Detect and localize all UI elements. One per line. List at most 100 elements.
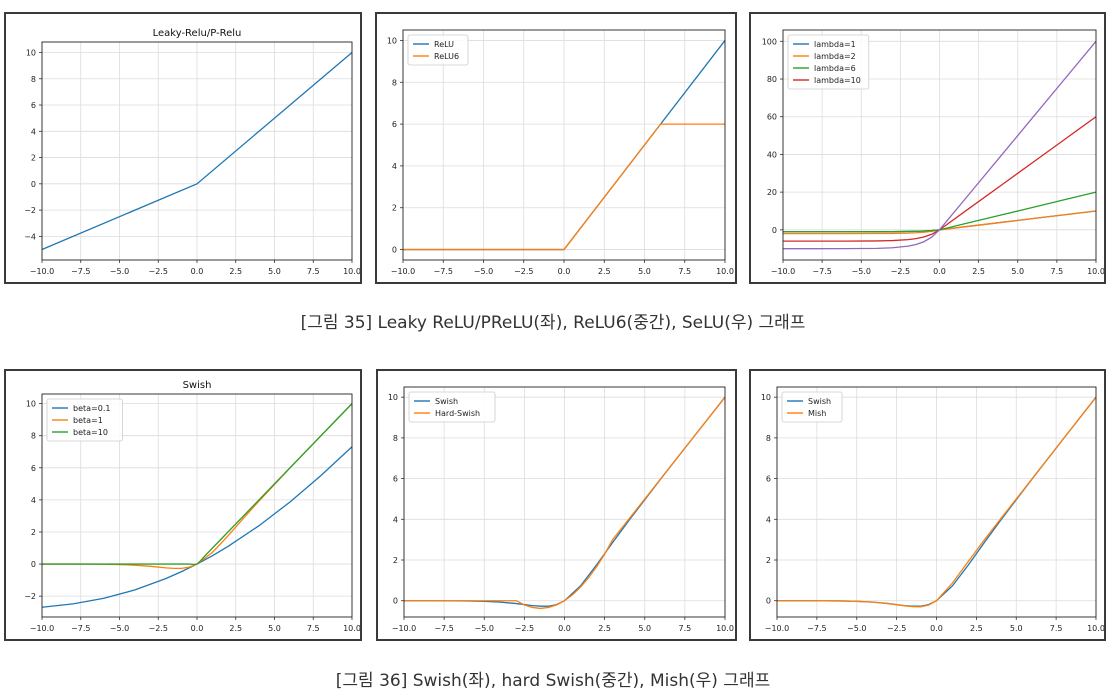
y-tick-label: 60 — [767, 113, 777, 122]
y-tick-label: 8 — [766, 434, 771, 443]
x-tick-label: 2.5 — [598, 267, 611, 276]
x-tick-label: −5.0 — [475, 624, 494, 633]
x-tick-label: 10.0 — [1087, 267, 1104, 276]
x-tick-label: 2.5 — [598, 624, 611, 633]
legend-box — [46, 398, 123, 442]
x-tick-label: 10.0 — [343, 624, 360, 633]
y-tick-label: 6 — [393, 475, 398, 484]
x-tick-label: 0.0 — [930, 624, 943, 633]
x-tick-label: 7.5 — [307, 267, 320, 276]
x-tick-label: −5.0 — [852, 267, 871, 276]
leaky-relu-chart-svg: −10.0 −7.5 −5.0 −2.5 0.0 2.5 5.0 7.5 10.0 −4 −2 0 2 4… — [24, 28, 360, 276]
y-tick-label: 0 — [31, 560, 36, 569]
legend-label: lambda=6 — [814, 64, 856, 73]
x-tick-label: 5.0 — [638, 267, 651, 276]
x-tick-label: −7.5 — [434, 624, 453, 633]
x-tick-label: 7.5 — [307, 624, 320, 633]
y-tick-label: 6 — [766, 475, 771, 484]
figure-36-caption: [그림 36] Swish(좌), hard Swish(중간), Mish(우… — [335, 671, 771, 691]
y-tick-label: 8 — [393, 434, 398, 443]
legend-box — [408, 391, 496, 423]
legend-label: ReLU — [434, 40, 454, 49]
series-line — [783, 191, 1097, 233]
x-tick-label: 2.5 — [229, 267, 242, 276]
plot-frame — [403, 386, 726, 618]
series-line — [42, 403, 353, 566]
y-tick-label: 100 — [762, 37, 777, 46]
x-tick-label: 5.0 — [638, 624, 651, 633]
x-tick-label: −7.5 — [434, 267, 453, 276]
y-tick-label: 2 — [766, 556, 771, 565]
figure-35-caption: [그림 35] Leaky ReLU/PReLU(좌), ReLU6(중간), … — [300, 313, 806, 333]
legend-label: Swish — [808, 397, 831, 406]
y-tick-label: 8 — [392, 78, 397, 87]
x-tick-label: −2.5 — [891, 267, 910, 276]
series-line — [783, 116, 1097, 242]
x-tick-label: 2.5 — [970, 624, 983, 633]
x-tick-label: 2.5 — [229, 624, 242, 633]
y-tick-label: 0 — [766, 597, 771, 606]
x-tick-label: −7.5 — [807, 624, 826, 633]
legend-box — [781, 391, 843, 423]
y-tick-label: 8 — [31, 432, 36, 441]
x-tick-label: 10.0 — [716, 624, 734, 633]
y-tick-label: 0 — [392, 246, 397, 255]
hard-swish-chart: −10.0 −7.5 −5.0 −2.5 0.0 2.5 5.0 7.5 10.0 0 2 4 6 8 10… — [376, 369, 737, 641]
y-tick-label: 4 — [31, 496, 36, 505]
legend-label: lambda=10 — [814, 76, 861, 85]
legend-label: lambda=1 — [814, 40, 856, 49]
y-tick-label: 10 — [26, 49, 36, 58]
y-tick-label: 40 — [767, 150, 777, 159]
swish-chart-svg: −10.0 −7.5 −5.0 −2.5 0.0 2.5 5.0 7.5 10.0 −2 0 2 4 6 8… — [24, 380, 360, 633]
y-tick-label: −2 — [24, 206, 36, 215]
series-line — [783, 40, 1097, 250]
legend-label: Mish — [808, 409, 826, 418]
hard-swish-chart-svg: −10.0 −7.5 −5.0 −2.5 0.0 2.5 5.0 7.5 10.0 0 2 4 6 8 10… — [388, 386, 734, 633]
series-line — [403, 123, 725, 251]
swish-chart: −10.0 −7.5 −5.0 −2.5 0.0 2.5 5.0 7.5 10.0 −2 0 2 4 6 8… — [4, 369, 362, 641]
x-tick-label: 5.0 — [1011, 267, 1024, 276]
y-tick-label: 10 — [26, 400, 36, 409]
x-tick-label: −2.5 — [149, 267, 168, 276]
y-tick-label: 4 — [392, 162, 397, 171]
x-tick-label: 0.0 — [558, 624, 571, 633]
x-tick-label: 2.5 — [972, 267, 985, 276]
y-tick-label: 0 — [772, 226, 777, 235]
x-tick-label: −10.0 — [771, 267, 796, 276]
legend-box — [407, 34, 469, 66]
y-tick-label: 2 — [392, 204, 397, 213]
x-tick-label: −10.0 — [392, 624, 417, 633]
y-tick-label: −2 — [24, 592, 36, 601]
selu-chart: −10.0 −7.5 −5.0 −2.5 0.0 2.5 5.0 7.5 10.0 0 20 40 60… — [749, 12, 1106, 284]
y-tick-label: −4 — [24, 232, 36, 241]
x-tick-label: −10.0 — [30, 267, 55, 276]
x-tick-label: 7.5 — [1051, 267, 1064, 276]
y-tick-label: 6 — [31, 101, 36, 110]
y-tick-label: 6 — [392, 120, 397, 129]
mish-chart: −10.0 −7.5 −5.0 −2.5 0.0 2.5 5.0 7.5 10.0 0 2 4 6 8 10… — [749, 369, 1106, 641]
legend-label: Swish — [435, 397, 458, 406]
plot-frame — [41, 41, 353, 261]
y-tick-label: 6 — [31, 464, 36, 473]
y-tick-label: 10 — [388, 393, 398, 402]
y-tick-label: 10 — [761, 393, 771, 402]
x-tick-label: −2.5 — [515, 624, 534, 633]
plot-frame — [402, 29, 726, 261]
relu6-chart-svg: −10.0 −7.5 −5.0 −2.5 0.0 2.5 5.0 7.5 10.0 0 2 4 6 8 10… — [387, 29, 734, 276]
x-tick-label: −5.0 — [110, 267, 129, 276]
y-tick-label: 2 — [393, 556, 398, 565]
legend-label: beta=1 — [73, 416, 103, 425]
chart-title: Swish — [183, 380, 212, 391]
x-tick-label: −7.5 — [71, 624, 90, 633]
x-tick-label: −10.0 — [30, 624, 55, 633]
series-line — [404, 396, 726, 610]
plot-frame — [776, 386, 1097, 618]
y-tick-label: 0 — [393, 597, 398, 606]
legend-label: Hard-Swish — [435, 409, 480, 418]
y-tick-label: 8 — [31, 75, 36, 84]
x-tick-label: −10.0 — [765, 624, 790, 633]
x-tick-label: −5.0 — [474, 267, 493, 276]
y-tick-label: 2 — [31, 154, 36, 163]
x-tick-label: 10.0 — [343, 267, 360, 276]
x-tick-label: −2.5 — [514, 267, 533, 276]
